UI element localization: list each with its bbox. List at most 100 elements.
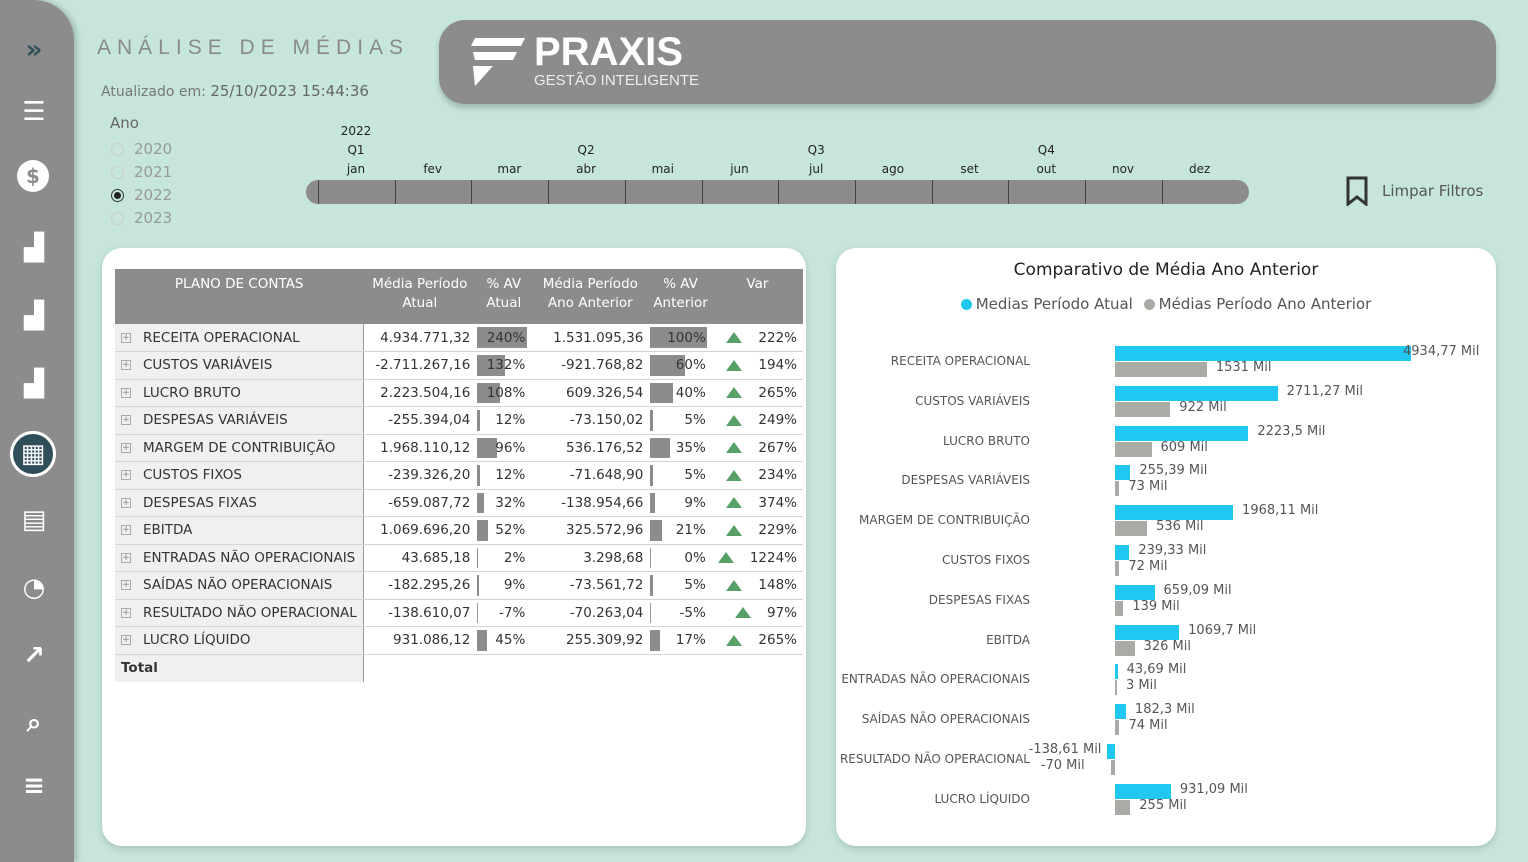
legend-current[interactable]: Medias Período Atual: [975, 295, 1133, 313]
timeline-cell[interactable]: [471, 180, 548, 204]
timeline-cell[interactable]: [1085, 180, 1162, 204]
account-name[interactable]: + CUSTOS FIXOS: [115, 461, 364, 490]
previous-bar[interactable]: [1115, 561, 1120, 576]
radio-button[interactable]: [111, 165, 124, 179]
table-row[interactable]: + DESPESAS VARIÁVEIS -255.394,04 12% -73.150…: [115, 406, 803, 435]
timeline-month[interactable]: dez: [1189, 162, 1211, 176]
previous-bar[interactable]: [1115, 640, 1135, 656]
timeline-cell[interactable]: [318, 180, 395, 204]
account-name[interactable]: + DESPESAS VARIÁVEIS: [115, 406, 364, 435]
table-row[interactable]: + LUCRO BRUTO 2.223.504,16 108% 609.326,54 40…: [115, 379, 803, 407]
year-option-2022[interactable]: 2022: [111, 186, 172, 204]
expand-row-icon[interactable]: +: [121, 580, 131, 591]
expand-row-icon[interactable]: +: [121, 387, 131, 398]
timeline-month[interactable]: set: [960, 162, 979, 176]
table-row[interactable]: + RESULTADO NÃO OPERACIONAL -138.610,07 -7%…: [115, 599, 803, 627]
expand-row-icon[interactable]: +: [121, 470, 131, 481]
expand-row-icon[interactable]: +: [121, 415, 131, 426]
radio-button[interactable]: [111, 211, 124, 225]
table-row[interactable]: + CUSTOS VARIÁVEIS -2.711.267,16 132% -921.7…: [115, 351, 803, 380]
account-name[interactable]: + MARGEM DE CONTRIBUIÇÃO: [115, 434, 364, 462]
bar-chart-icon[interactable]: ▟: [24, 301, 44, 331]
account-name[interactable]: + RECEITA OPERACIONAL: [115, 324, 364, 352]
timeline-bar[interactable]: [306, 180, 1249, 204]
current-bar[interactable]: [1106, 744, 1115, 759]
table-row[interactable]: + ENTRADAS NÃO OPERACIONAIS 43.685,18 2% 3.2…: [115, 544, 803, 572]
column-header[interactable]: Média Período Atual: [363, 269, 477, 324]
previous-bar[interactable]: [1115, 600, 1124, 616]
timeline-quarter[interactable]: Q1: [347, 143, 365, 157]
timeline-month[interactable]: mar: [497, 162, 522, 176]
sliders-icon[interactable]: ≡: [23, 771, 45, 801]
list-icon[interactable]: ☰: [22, 97, 46, 127]
year-option-2021[interactable]: 2021: [111, 163, 172, 181]
account-name[interactable]: + EBITDA: [115, 516, 364, 545]
radio-button[interactable]: [111, 188, 124, 202]
expand-row-icon[interactable]: +: [121, 497, 131, 508]
expand-row-icon[interactable]: +: [121, 442, 131, 453]
timeline-quarter[interactable]: Q3: [807, 143, 825, 157]
table-row[interactable]: + EBITDA 1.069.696,20 52% 325.572,96 21% 229%: [115, 516, 803, 545]
table-icon[interactable]: ▤: [21, 505, 47, 535]
current-bar[interactable]: [1115, 425, 1249, 441]
expand-row-icon[interactable]: +: [121, 635, 131, 646]
current-bar[interactable]: [1115, 664, 1118, 680]
bar-chart-icon[interactable]: ▟: [24, 369, 44, 399]
column-header[interactable]: % AV Atual: [476, 269, 532, 324]
previous-bar[interactable]: [1115, 680, 1117, 696]
timeline-cell[interactable]: [1161, 180, 1239, 204]
previous-bar[interactable]: [1115, 481, 1120, 497]
table-row[interactable]: + DESPESAS FIXAS -659.087,72 32% -138.954,66…: [115, 489, 803, 517]
current-bar[interactable]: [1115, 624, 1180, 640]
timeline-month[interactable]: fev: [423, 162, 443, 176]
current-bar[interactable]: [1115, 346, 1411, 361]
timeline-month[interactable]: mai: [651, 162, 674, 176]
expand-row-icon[interactable]: +: [121, 525, 131, 536]
current-bar[interactable]: [1115, 783, 1171, 799]
expand-row-icon[interactable]: +: [121, 332, 131, 343]
account-name[interactable]: + ENTRADAS NÃO OPERACIONAIS: [115, 544, 364, 572]
previous-bar[interactable]: [1115, 521, 1148, 537]
current-bar[interactable]: [1115, 584, 1155, 600]
pie-chart-icon[interactable]: ◔: [22, 573, 46, 603]
clear-filters-button[interactable]: Limpar Filtros: [1346, 176, 1483, 206]
table-row[interactable]: + RECEITA OPERACIONAL 4.934.771,32 240% 1.53…: [115, 324, 803, 352]
timeline-cell[interactable]: [854, 180, 932, 204]
timeline-cell[interactable]: [701, 180, 779, 204]
timeline-month[interactable]: nov: [1111, 162, 1135, 176]
expand-row-icon[interactable]: +: [121, 552, 131, 563]
expand-row-icon[interactable]: +: [121, 360, 131, 371]
year-option-2020[interactable]: 2020: [111, 140, 172, 158]
table-row[interactable]: + MARGEM DE CONTRIBUIÇÃO 1.968.110,12 96% 53…: [115, 434, 803, 462]
previous-bar[interactable]: [1115, 362, 1207, 377]
previous-bar[interactable]: [1115, 441, 1152, 457]
column-header[interactable]: Média Período Ano Anterior: [531, 269, 650, 324]
account-name[interactable]: + LUCRO LÍQUIDO: [115, 626, 364, 655]
column-header[interactable]: Var: [711, 269, 803, 324]
bar-chart-icon[interactable]: ▟: [24, 233, 44, 263]
table-row[interactable]: + CUSTOS FIXOS -239.326,20 12% -71.648,90 5% 2…: [115, 461, 803, 490]
timeline-quarter[interactable]: Q2: [577, 143, 595, 157]
account-name[interactable]: + CUSTOS VARIÁVEIS: [115, 351, 364, 380]
account-name[interactable]: + DESPESAS FIXAS: [115, 489, 364, 517]
previous-bar[interactable]: [1115, 799, 1131, 815]
current-bar[interactable]: [1115, 385, 1278, 401]
current-bar[interactable]: [1115, 465, 1131, 481]
timeline-cell[interactable]: [778, 180, 855, 204]
column-header[interactable]: % AV Anterior: [649, 269, 712, 324]
timeline-cell[interactable]: [394, 180, 472, 204]
timeline-quarter[interactable]: Q4: [1037, 143, 1055, 157]
timeline-month[interactable]: abr: [576, 162, 597, 176]
timeline-cell[interactable]: [548, 180, 625, 204]
column-header[interactable]: PLANO DE CONTAS: [115, 269, 364, 324]
table-row[interactable]: + SAÍDAS NÃO OPERACIONAIS -182.295,26 9% -73…: [115, 571, 803, 600]
current-bar[interactable]: [1115, 545, 1130, 560]
account-name[interactable]: + LUCRO BRUTO: [115, 379, 364, 407]
account-name[interactable]: + SAÍDAS NÃO OPERACIONAIS: [115, 571, 364, 600]
table-row[interactable]: + LUCRO LÍQUIDO 931.086,12 45% 255.309,92 17%…: [115, 626, 803, 655]
year-option-2023[interactable]: 2023: [111, 209, 172, 227]
expand-row-icon[interactable]: +: [121, 607, 131, 618]
legend-previous[interactable]: Médias Período Ano Anterior: [1158, 295, 1372, 313]
dollar-icon[interactable]: $: [17, 160, 49, 192]
radio-button[interactable]: [111, 142, 124, 156]
